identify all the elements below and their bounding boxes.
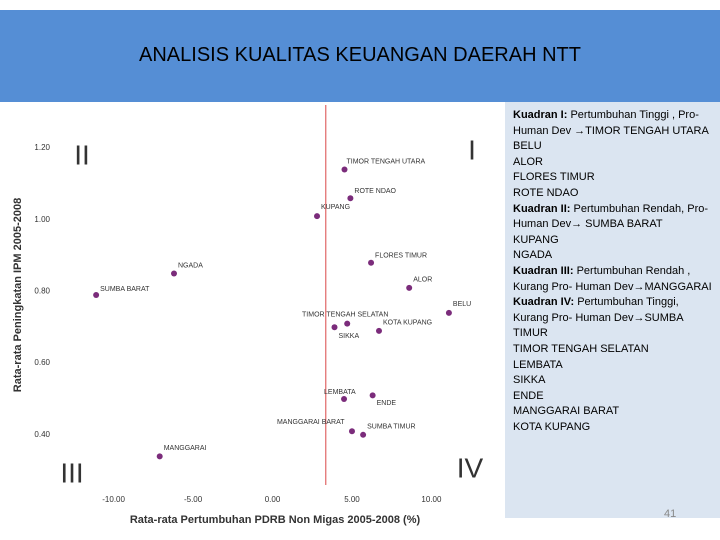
quadrant-heading: Kuadran II: — [513, 202, 571, 215]
data-point — [93, 292, 100, 298]
point-label: TIMOR TENGAH UTARA — [347, 158, 426, 165]
quadrant-block: Kuadran I: Pertumbuhan Tinggi , Pro- Hum… — [513, 108, 717, 202]
point-label: KUPANG — [321, 204, 350, 211]
point-label: SUMBA TIMUR — [367, 424, 416, 431]
quadrant-item: TIMOR TENGAH SELATAN — [513, 342, 649, 355]
quadrant-label: IV — [457, 452, 484, 483]
x-tick-label: 5.00 — [344, 495, 360, 504]
quadrant-item: KUPANG — [513, 233, 559, 246]
point-label: TIMOR TENGAH SELATAN — [302, 312, 388, 319]
data-point — [171, 270, 178, 277]
point-label: MANGGARAI — [164, 445, 207, 452]
quadrant-heading: Kuadran III: — [513, 264, 574, 277]
data-point — [406, 284, 413, 291]
slide-title: ANALISIS KUALITAS KEUANGAN DAERAH NTT — [139, 44, 581, 66]
data-point — [314, 213, 321, 220]
y-tick-label: 1.00 — [34, 215, 50, 224]
quadrant-item: NGADA — [513, 249, 553, 262]
data-point — [331, 324, 338, 331]
quadrant-item: LEMBATA — [513, 358, 563, 371]
point-label: BELU — [453, 301, 471, 308]
point-label: SIKKA — [339, 333, 360, 340]
quadrant-item: ENDE — [513, 389, 544, 402]
quadrant-item: ROTE NDAO — [513, 186, 579, 199]
data-point — [369, 392, 376, 399]
data-point — [341, 395, 348, 402]
x-tick-label: -5.00 — [184, 495, 203, 504]
data-point — [341, 166, 348, 173]
point-label: LEMBATA — [324, 389, 356, 396]
point-label: KOTA KUPANG — [383, 320, 432, 327]
quadrant-heading: Kuadran I: — [513, 109, 568, 121]
quadrant-label: III — [60, 457, 83, 488]
quadrant-item: SIKKA — [513, 374, 546, 387]
x-tick-label: 0.00 — [265, 495, 281, 504]
sidebar-panel — [505, 102, 720, 518]
quadrant-label: I — [468, 134, 476, 165]
data-point — [156, 453, 163, 460]
point-label: MANGGARAI BARAT — [277, 419, 345, 426]
point-label: ALOR — [413, 277, 432, 284]
data-point — [348, 428, 355, 435]
page-number: 41 — [664, 508, 677, 520]
x-tick-label: -10.00 — [102, 495, 125, 504]
point-label: NGADA — [178, 262, 203, 269]
y-tick-label: 1.20 — [34, 143, 50, 152]
x-tick-label: 10.00 — [421, 495, 442, 504]
quadrant-heading: Kuadran IV: — [513, 296, 575, 309]
data-point — [445, 309, 452, 316]
quadrant-item: KOTA KUPANG — [513, 420, 591, 433]
y-tick-label: 0.40 — [34, 430, 50, 439]
data-point — [344, 320, 351, 327]
data-point — [347, 195, 354, 202]
quadrant-text: Pertumbuhan Tinggi, Kurang Pro- Human De… — [513, 296, 683, 340]
quadrant-block: Kuadran IV: Pertumbuhan Tinggi, Kurang P… — [513, 295, 717, 435]
y-tick-label: 0.80 — [34, 287, 50, 296]
quadrant-block: Kuadran III: Pertumbuhan Rendah , Kurang… — [513, 264, 717, 295]
quadrant-block: Kuadran II: Pertumbuhan Rendah, Pro- Hum… — [513, 202, 717, 264]
data-point — [360, 431, 367, 438]
chart: 0.40 0.60 0.80 1.00 1.20 -10.00 -5.00 0.00 5.00 1… — [12, 105, 484, 526]
quadrant-text: Pertumbuhan Rendah, Pro- Human Dev→ SUMB… — [513, 202, 709, 231]
y-tick-label: 0.60 — [34, 358, 50, 367]
data-point — [368, 259, 375, 266]
point-label: FLORES TIMUR — [375, 253, 427, 260]
point-label: ENDE — [377, 400, 397, 407]
quadrant-item: ALOR — [513, 155, 543, 168]
x-axis-title: Rata-rata Pertumbuhan PDRB Non Migas 200… — [130, 514, 421, 526]
quadrant-text: Pertumbuhan Tinggi , Pro- Human Dev →TIM… — [513, 109, 709, 137]
point-label: ROTE NDAO — [354, 188, 396, 195]
quadrant-item: FLORES TIMUR — [513, 171, 595, 184]
y-axis-title: Rata-rata Peningkatan IPM 2005-2008 — [12, 198, 24, 392]
quadrant-label: II — [74, 139, 90, 170]
title-banner — [0, 10, 720, 102]
sidebar-text: Kuadran I: Pertumbuhan Tinggi , Pro- Hum… — [513, 108, 717, 435]
point-label: SUMBA BARAT — [100, 286, 150, 293]
quadrant-text: Pertumbuhan Rendah , Kurang Pro- Human D… — [513, 264, 712, 293]
quadrant-item: BELU — [513, 140, 542, 153]
quadrant-item: MANGGARAI BARAT — [513, 405, 620, 418]
data-point — [375, 327, 382, 334]
